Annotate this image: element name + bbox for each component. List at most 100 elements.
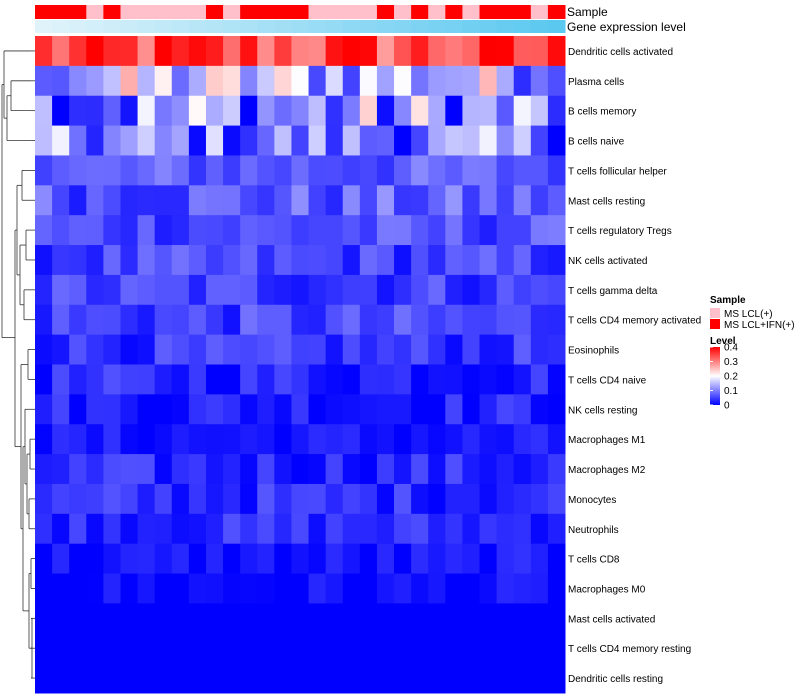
heatmap-cell — [223, 424, 241, 455]
heatmap-cell — [120, 155, 139, 186]
heatmap-cell — [223, 245, 241, 276]
heatmap-cell — [308, 513, 327, 545]
heatmap-cell — [513, 245, 532, 276]
heatmap-cell — [154, 543, 173, 575]
heatmap-cell — [120, 573, 139, 604]
heatmap-cell — [120, 663, 139, 694]
heatmap-cell — [496, 543, 515, 575]
heatmap-cell — [188, 633, 207, 664]
heatmap-cell — [205, 394, 224, 425]
heatmap-cell — [445, 543, 463, 575]
heatmap-cell — [496, 513, 515, 545]
heatmap-cell — [496, 95, 515, 127]
sample-annotation-cell — [462, 5, 481, 19]
heatmap-cell — [291, 334, 310, 365]
heatmap-cell — [35, 245, 53, 276]
expression-annotation-cell — [547, 20, 566, 33]
heatmap-cell — [462, 245, 481, 276]
heatmap-cell — [445, 364, 463, 395]
heatmap-cell — [52, 424, 70, 455]
heatmap-cell — [376, 304, 395, 336]
heatmap-cell — [240, 394, 258, 425]
heatmap-cell — [342, 513, 361, 545]
heatmap-cell — [547, 95, 566, 127]
heatmap-cell — [496, 483, 515, 515]
heatmap-cell — [103, 454, 121, 485]
heatmap-cell — [411, 215, 429, 246]
heatmap-cell — [205, 155, 224, 186]
heatmap-cell — [86, 633, 104, 664]
sample-annotation-cell — [325, 5, 344, 19]
heatmap-cell — [308, 483, 327, 515]
heatmap-cell — [205, 185, 224, 216]
heatmap-cell — [154, 65, 173, 97]
heatmap-cell — [394, 573, 412, 604]
sample-legend-title: Sample — [710, 295, 746, 306]
row-label: T cells CD8 — [568, 555, 620, 566]
heatmap-cell — [257, 36, 275, 67]
heatmap-cell — [445, 454, 463, 485]
sample-annotation-cell — [240, 5, 258, 19]
heatmap-cell — [120, 364, 139, 395]
heatmap-cell — [257, 603, 275, 634]
heatmap-cell — [308, 603, 327, 634]
sample-annotation-cell — [154, 5, 173, 19]
heatmap-cell — [86, 65, 104, 97]
heatmap-cell — [394, 663, 412, 694]
heatmap-cell — [291, 633, 310, 664]
heatmap-cell — [240, 663, 258, 694]
heatmap-cell — [462, 364, 481, 395]
expression-annotation-cell — [223, 20, 241, 33]
heatmap-cell — [342, 394, 361, 425]
heatmap-cell — [462, 603, 481, 634]
sample-annotation-cell — [205, 5, 224, 19]
expression-annotation-cell — [257, 20, 275, 33]
heatmap-cell — [240, 274, 258, 306]
heatmap-cell — [513, 573, 532, 604]
heatmap-cell — [291, 274, 310, 306]
heatmap-cell — [308, 663, 327, 694]
heatmap-cell — [325, 483, 344, 515]
heatmap-cell — [154, 573, 173, 604]
heatmap-cell — [428, 155, 446, 186]
heatmap-cell — [188, 125, 207, 156]
heatmap-cell — [171, 513, 190, 545]
heatmap-cell — [274, 633, 292, 664]
heatmap-cell — [223, 36, 241, 67]
heatmap-cell — [188, 364, 207, 395]
heatmap-cell — [394, 304, 412, 336]
heatmap-cell — [530, 304, 549, 336]
heatmap-cell — [188, 185, 207, 216]
heatmap-cell — [137, 95, 156, 127]
heatmap-cell — [547, 424, 566, 455]
heatmap-cell — [342, 573, 361, 604]
heatmap-cell — [154, 394, 173, 425]
heatmap-cell — [359, 155, 378, 186]
heatmap-cell — [376, 454, 395, 485]
heatmap-cell — [394, 543, 412, 575]
heatmap-cell — [103, 633, 121, 664]
heatmap-cell — [103, 65, 121, 97]
level-tick-label: 0.1 — [724, 386, 738, 397]
heatmap-cell — [257, 304, 275, 336]
heatmap-cell — [171, 95, 190, 127]
sample-annotation-cell — [188, 5, 207, 19]
heatmap-cell — [120, 334, 139, 365]
heatmap-cell — [394, 364, 412, 395]
heatmap-cell — [359, 185, 378, 216]
heatmap-cell — [530, 185, 549, 216]
heatmap-cell — [223, 573, 241, 604]
sample-annotation-cell — [342, 5, 361, 19]
heatmap-cell — [547, 364, 566, 395]
heatmap-cell — [188, 483, 207, 515]
heatmap-cell — [394, 36, 412, 67]
heatmap-cell — [376, 334, 395, 365]
heatmap-cell — [223, 65, 241, 97]
level-color-bar — [710, 347, 720, 405]
heatmap-cell — [342, 364, 361, 395]
row-label: T cells CD4 naive — [568, 375, 647, 386]
heatmap-cell — [445, 95, 463, 127]
heatmap-cell — [513, 633, 532, 664]
heatmap-cell — [308, 274, 327, 306]
heatmap-cell — [188, 155, 207, 186]
